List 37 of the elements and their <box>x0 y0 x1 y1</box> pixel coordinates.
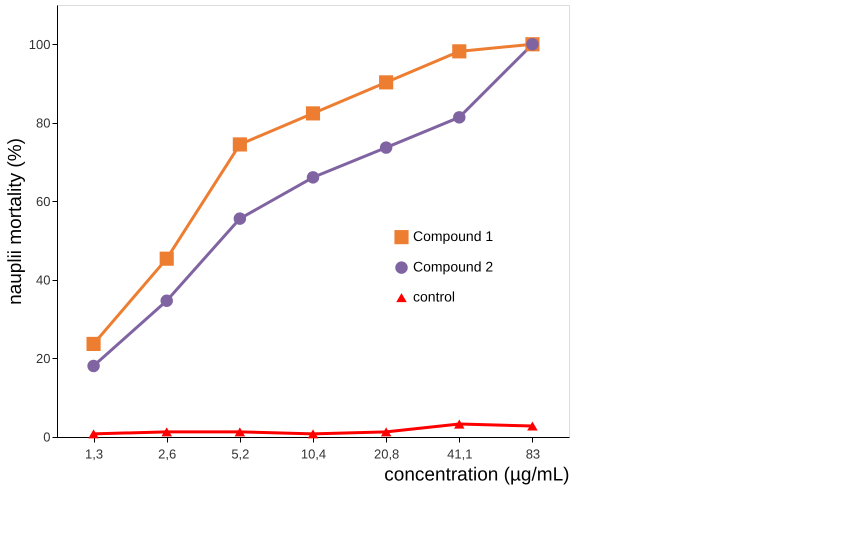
x-axis-title: concentration (µg/mL) <box>384 464 570 486</box>
x-tick-label: 10,4 <box>300 446 326 462</box>
point <box>160 252 174 266</box>
y-tick-label: 80 <box>36 115 50 130</box>
point <box>453 111 466 124</box>
point <box>234 212 246 225</box>
y-tick-label: 60 <box>36 194 50 209</box>
point <box>232 137 247 152</box>
x-tick-label: 2,6 <box>158 446 176 462</box>
point <box>527 421 538 431</box>
legend-label: Compound 1 <box>413 228 494 244</box>
point <box>86 336 101 351</box>
point <box>379 75 394 90</box>
point <box>160 294 173 307</box>
point <box>306 171 320 184</box>
y-tick-label: 0 <box>43 430 50 444</box>
legend-label: control <box>413 288 456 305</box>
x-tick-label: 83 <box>526 446 540 462</box>
point <box>454 420 465 429</box>
point <box>161 427 172 436</box>
point <box>380 427 392 436</box>
legend-label: Compound 2 <box>413 258 494 275</box>
y-tick-label: 100 <box>28 36 50 52</box>
point <box>87 360 100 372</box>
y-tick-label: 20 <box>36 350 50 366</box>
point <box>88 429 99 438</box>
y-tick-label: 40 <box>36 272 50 288</box>
x-tick-label: 41,1 <box>447 446 472 462</box>
y-axis-title: nauplii mortality (%) <box>4 138 26 305</box>
x-tick-label: 5,2 <box>231 446 250 462</box>
point <box>380 141 392 154</box>
point <box>234 427 246 436</box>
point <box>452 44 466 58</box>
x-tick-label: 20,8 <box>374 446 400 462</box>
x-tick-label: 1,3 <box>85 446 104 462</box>
point <box>308 429 318 438</box>
point <box>306 106 320 120</box>
